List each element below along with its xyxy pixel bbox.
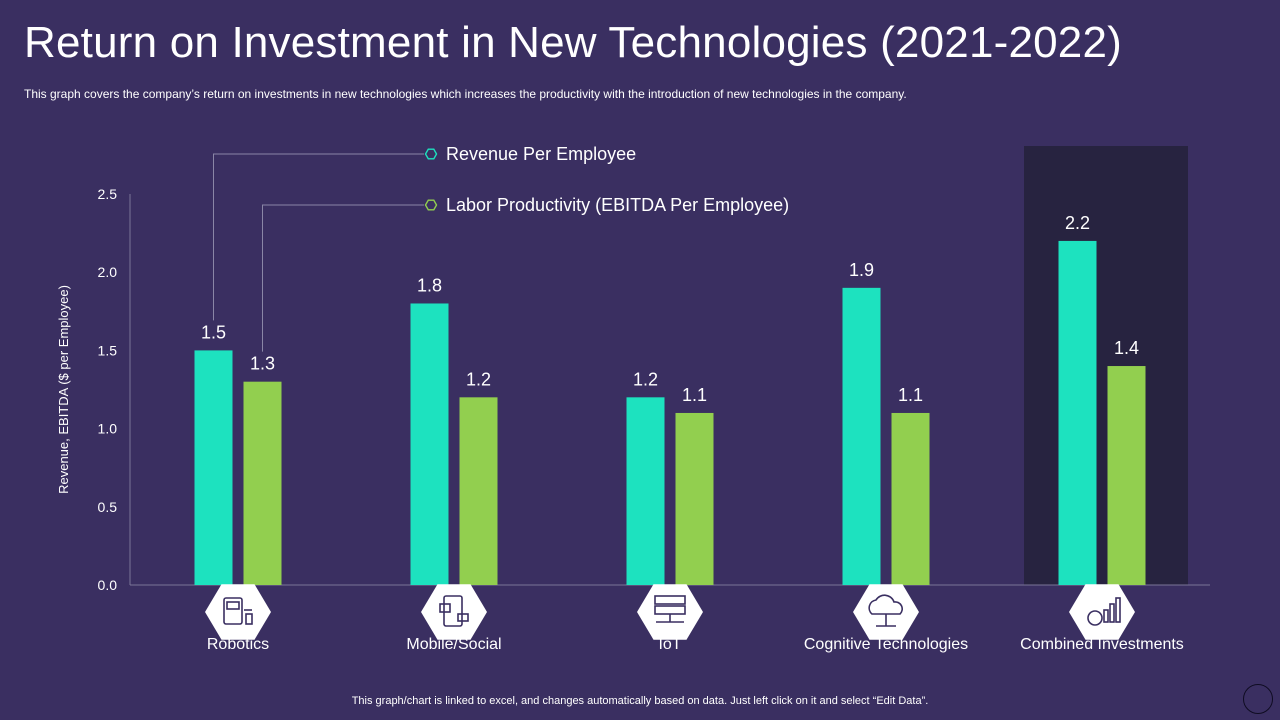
icon-glyph bbox=[654, 595, 686, 623]
data-label-revenue-per-employee-mobile-social: 1.8 bbox=[417, 275, 442, 295]
y-tick-label: 0.5 bbox=[98, 499, 118, 515]
bar-revenue-per-employee-robotics[interactable] bbox=[194, 350, 233, 585]
icon-glyph bbox=[223, 597, 253, 625]
data-label-labor-productivity-ebitda-per-employee-iot: 1.1 bbox=[682, 385, 707, 405]
data-label-labor-productivity-ebitda-per-employee-cognitive-technologies: 1.1 bbox=[898, 385, 923, 405]
icon-glyph bbox=[868, 594, 904, 627]
y-tick-label: 2.0 bbox=[98, 264, 118, 280]
icon-shape bbox=[457, 613, 469, 622]
data-label-revenue-per-employee-robotics: 1.5 bbox=[201, 322, 226, 342]
bar-labor-productivity-ebitda-per-employee-cognitive-technologies[interactable] bbox=[891, 412, 930, 585]
legend-leader-line bbox=[262, 204, 424, 352]
data-label-labor-productivity-ebitda-per-employee-combined-investments: 1.4 bbox=[1114, 338, 1139, 358]
hexagon-badge bbox=[853, 584, 919, 640]
icon-shape bbox=[439, 603, 451, 613]
icon-shape bbox=[223, 597, 243, 625]
icon-shape bbox=[443, 595, 463, 627]
icon-glyph bbox=[1087, 597, 1121, 626]
bar-labor-productivity-ebitda-per-employee-robotics[interactable] bbox=[243, 381, 282, 585]
bar-labor-productivity-ebitda-per-employee-iot[interactable] bbox=[675, 412, 714, 585]
category-label-combined-investments: Combined Investments bbox=[1020, 636, 1184, 653]
icon-shape bbox=[226, 601, 240, 610]
edit-data-footnote: This graph/chart is linked to excel, and… bbox=[351, 695, 929, 707]
y-tick-label: 2.5 bbox=[98, 186, 118, 202]
server-network-icon bbox=[637, 584, 703, 640]
bar-revenue-per-employee-cognitive-technologies[interactable] bbox=[842, 287, 881, 585]
icon-shape bbox=[245, 613, 253, 625]
category-label-cognitive-technologies: Cognitive Technologies bbox=[804, 636, 968, 653]
y-tick-label: 0.0 bbox=[98, 577, 118, 593]
cloud-brain-icon bbox=[853, 584, 919, 640]
robot-machine-icon bbox=[205, 584, 271, 640]
bar-revenue-per-employee-iot[interactable] bbox=[626, 397, 665, 585]
page-subtitle: This graph covers the company’s return o… bbox=[24, 87, 907, 101]
hexagon-badge bbox=[421, 584, 487, 640]
data-label-revenue-per-employee-cognitive-technologies: 1.9 bbox=[849, 260, 874, 280]
bar-revenue-per-employee-combined-investments[interactable] bbox=[1058, 240, 1097, 586]
hexagon-badge bbox=[637, 584, 703, 640]
highlight-panel bbox=[1024, 146, 1188, 585]
growth-chart-coin-icon bbox=[1069, 584, 1135, 640]
corner-circle-icon bbox=[1243, 684, 1273, 714]
data-label-revenue-per-employee-iot: 1.2 bbox=[633, 369, 658, 389]
bar-labor-productivity-ebitda-per-employee-mobile-social[interactable] bbox=[459, 397, 498, 585]
icon-shape bbox=[1115, 597, 1121, 623]
bar-revenue-per-employee-mobile-social[interactable] bbox=[410, 303, 449, 585]
legend-leader-line bbox=[213, 153, 424, 321]
category-label-robotics: Robotics bbox=[207, 636, 269, 653]
page-title: Return on Investment in New Technologies… bbox=[24, 18, 1123, 67]
icon-shape bbox=[868, 594, 904, 615]
mobile-social-icon bbox=[421, 584, 487, 640]
hexagon-badge bbox=[1069, 584, 1135, 640]
icon-shape bbox=[1087, 610, 1103, 626]
category-label-iot: IoT bbox=[658, 636, 681, 653]
legend-marker-revenue-per-employee bbox=[424, 148, 438, 160]
y-tick-label: 1.0 bbox=[98, 421, 118, 437]
data-label-revenue-per-employee-combined-investments: 2.2 bbox=[1065, 213, 1090, 233]
icon-glyph bbox=[439, 595, 469, 627]
bar-labor-productivity-ebitda-per-employee-combined-investments[interactable] bbox=[1107, 366, 1146, 585]
legend-marker-labor-productivity-ebitda-per-employee bbox=[424, 199, 438, 211]
y-tick-label: 1.5 bbox=[98, 342, 118, 358]
y-axis-title: Revenue, EBITDA ($ per Employee) bbox=[56, 285, 71, 494]
icon-shape bbox=[1103, 609, 1109, 623]
legend-label-labor-productivity-ebitda-per-employee: Labor Productivity (EBITDA Per Employee) bbox=[446, 195, 789, 215]
hexagon-badge bbox=[205, 584, 271, 640]
data-label-labor-productivity-ebitda-per-employee-mobile-social: 1.2 bbox=[466, 369, 491, 389]
icon-shape bbox=[654, 595, 686, 605]
legend-label-revenue-per-employee: Revenue Per Employee bbox=[446, 144, 636, 164]
data-label-labor-productivity-ebitda-per-employee-robotics: 1.3 bbox=[250, 354, 275, 374]
category-label-mobile-social: Mobile/Social bbox=[406, 636, 501, 653]
icon-shape bbox=[1109, 603, 1115, 623]
